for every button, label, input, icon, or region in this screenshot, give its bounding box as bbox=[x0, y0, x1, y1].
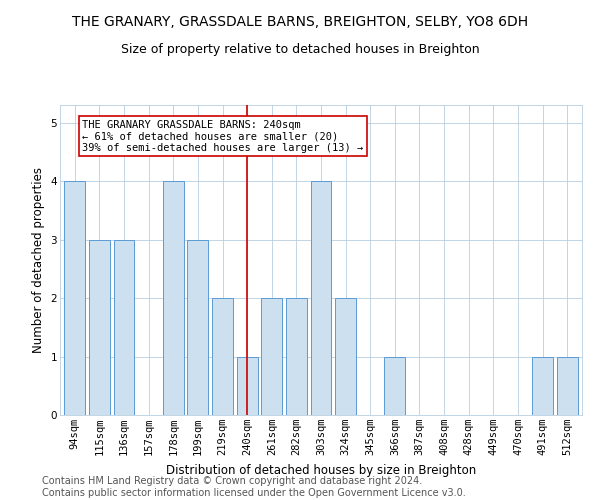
Bar bbox=[286, 298, 307, 415]
Bar bbox=[113, 240, 134, 415]
Text: Size of property relative to detached houses in Breighton: Size of property relative to detached ho… bbox=[121, 42, 479, 56]
Bar bbox=[261, 298, 282, 415]
Bar bbox=[311, 181, 331, 415]
Text: THE GRANARY GRASSDALE BARNS: 240sqm
← 61% of detached houses are smaller (20)
39: THE GRANARY GRASSDALE BARNS: 240sqm ← 61… bbox=[82, 120, 364, 153]
Bar bbox=[187, 240, 208, 415]
Bar bbox=[212, 298, 233, 415]
Bar bbox=[532, 356, 553, 415]
X-axis label: Distribution of detached houses by size in Breighton: Distribution of detached houses by size … bbox=[166, 464, 476, 476]
Bar bbox=[335, 298, 356, 415]
Bar bbox=[64, 181, 85, 415]
Bar bbox=[236, 356, 257, 415]
Text: THE GRANARY, GRASSDALE BARNS, BREIGHTON, SELBY, YO8 6DH: THE GRANARY, GRASSDALE BARNS, BREIGHTON,… bbox=[72, 15, 528, 29]
Bar bbox=[163, 181, 184, 415]
Text: Contains HM Land Registry data © Crown copyright and database right 2024.
Contai: Contains HM Land Registry data © Crown c… bbox=[42, 476, 466, 498]
Bar bbox=[89, 240, 110, 415]
Bar bbox=[557, 356, 578, 415]
Bar bbox=[385, 356, 406, 415]
Y-axis label: Number of detached properties: Number of detached properties bbox=[32, 167, 45, 353]
